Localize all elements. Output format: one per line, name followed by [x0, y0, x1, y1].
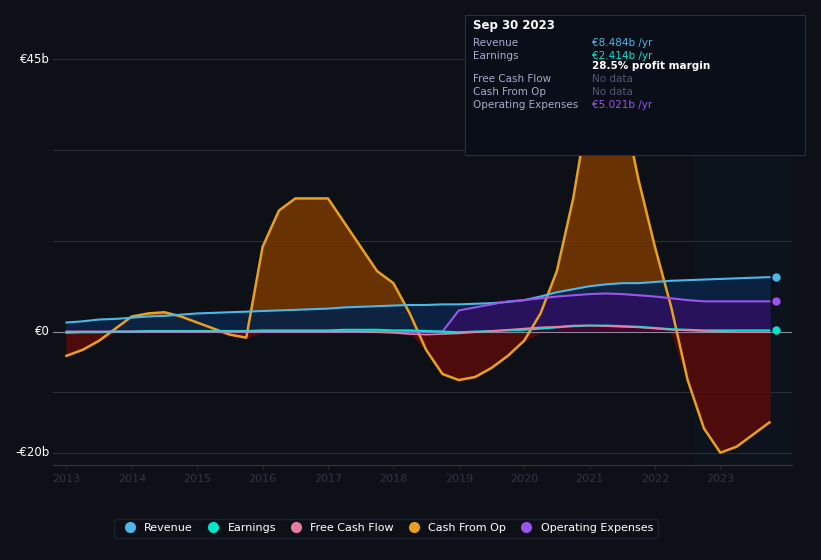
Bar	[695, 17, 792, 465]
Point	[769, 326, 782, 335]
Text: No data: No data	[592, 74, 633, 84]
Text: Cash From Op: Cash From Op	[473, 87, 546, 97]
Legend: Revenue, Earnings, Free Cash Flow, Cash From Op, Operating Expenses: Revenue, Earnings, Free Cash Flow, Cash …	[114, 519, 658, 538]
Text: No data: No data	[592, 87, 633, 97]
Text: Operating Expenses: Operating Expenses	[473, 100, 579, 110]
Text: €2.414b /yr: €2.414b /yr	[592, 52, 653, 61]
Text: 28.5% profit margin: 28.5% profit margin	[592, 62, 710, 71]
Text: Earnings: Earnings	[473, 52, 519, 61]
Text: €8.484b /yr: €8.484b /yr	[592, 38, 653, 48]
Point	[769, 297, 782, 306]
Text: Sep 30 2023: Sep 30 2023	[473, 19, 555, 32]
Text: Free Cash Flow: Free Cash Flow	[473, 74, 552, 84]
Point	[769, 273, 782, 282]
Text: €5.021b /yr: €5.021b /yr	[592, 100, 653, 110]
Text: Revenue: Revenue	[473, 38, 518, 48]
Text: -€20b: -€20b	[16, 446, 50, 459]
Text: €45b: €45b	[20, 53, 50, 66]
Text: €0: €0	[34, 325, 50, 338]
